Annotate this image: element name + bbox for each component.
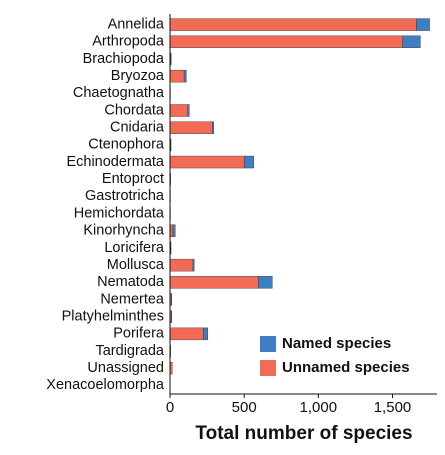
y-tick-label: Tardigrada [95, 343, 164, 359]
y-tick-label: Brachiopoda [83, 51, 165, 67]
y-tick-label: Annelida [108, 16, 165, 32]
bar-segment [170, 259, 193, 271]
bar-segment [203, 328, 207, 340]
y-tick-label: Mollusca [107, 257, 165, 273]
y-tick-label: Nematoda [97, 274, 165, 290]
y-tick-label: Chaetognatha [73, 85, 165, 101]
bar-segment [170, 19, 416, 31]
bar-segment [184, 70, 186, 82]
x-tick-label: 500 [232, 399, 257, 416]
bar-segment [244, 156, 254, 168]
legend-swatch [260, 336, 276, 352]
bar-segment [258, 276, 272, 288]
legend-label: Named species [282, 335, 391, 352]
bar-segment [170, 36, 403, 48]
y-tick-label: Unassigned [87, 360, 164, 376]
bar-segment [170, 156, 244, 168]
y-tick-label: Kinorhyncha [83, 223, 165, 239]
y-tick-label: Chordata [104, 102, 165, 118]
y-tick-label: Loricifera [104, 240, 165, 256]
y-tick-label: Ctenophora [88, 137, 165, 153]
y-tick-label: Bryozoa [111, 68, 165, 84]
bar-segment [170, 122, 212, 134]
y-tick-label: Xenacoelomorpha [46, 377, 165, 393]
bar-segment [170, 328, 203, 340]
legend-swatch [260, 360, 276, 376]
x-tick-label: 0 [166, 399, 174, 416]
bar-segment [170, 276, 258, 288]
legend-label: Unnamed species [282, 359, 410, 376]
y-tick-label: Porifera [113, 326, 165, 342]
bar-segment [193, 259, 194, 271]
y-tick-label: Arthropoda [92, 34, 165, 50]
y-tick-label: Entoproct [102, 171, 164, 187]
bar-segment [212, 122, 213, 134]
y-tick-label: Platyhelminthes [62, 309, 164, 325]
bar-segment [416, 19, 429, 31]
bar-segment [170, 70, 184, 82]
y-tick-label: Nemertea [100, 291, 165, 307]
y-tick-label: Cnidaria [110, 120, 165, 136]
bar-segment [170, 105, 188, 117]
x-tick-label: 1,500 [374, 399, 412, 416]
bar-segment [173, 225, 175, 237]
bar-segment [188, 105, 189, 117]
x-axis-title: Total number of species [195, 423, 412, 444]
y-tick-label: Echinodermata [66, 154, 164, 170]
y-tick-label: Gastrotricha [85, 188, 165, 204]
x-tick-label: 1,000 [300, 399, 338, 416]
bar-segment [403, 36, 421, 48]
y-tick-label: Hemichordata [74, 205, 165, 221]
